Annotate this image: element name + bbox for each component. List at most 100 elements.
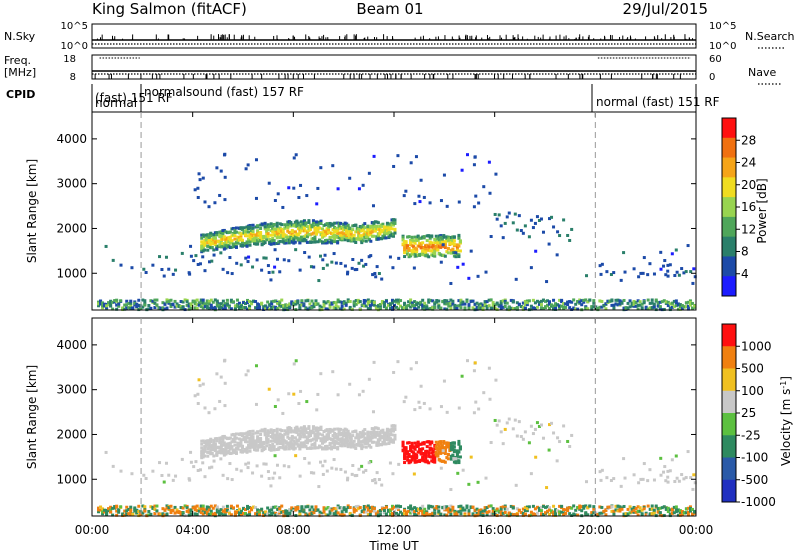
power-cell — [416, 253, 420, 257]
power-cell — [209, 234, 213, 238]
power-cell — [626, 306, 630, 310]
velocity-cell — [309, 471, 313, 475]
power-cell — [115, 303, 119, 307]
power-cell — [259, 223, 263, 227]
power-cell — [384, 227, 388, 231]
velocity-cell — [465, 505, 469, 509]
velocity-cell — [240, 449, 244, 453]
power-cell — [302, 235, 306, 239]
velocity-cell — [521, 511, 525, 515]
velocity-cell — [259, 444, 263, 448]
velocity-cell — [221, 509, 225, 513]
velocity-cell — [370, 427, 374, 431]
power-cell — [327, 226, 331, 230]
power-cell — [349, 229, 353, 233]
velocity-cell — [680, 510, 684, 514]
velocity-cell — [384, 437, 388, 441]
velocity-cell — [489, 512, 493, 516]
power-cell — [200, 240, 204, 244]
power-cell — [204, 238, 208, 242]
velocity-cell — [113, 505, 117, 509]
power-cell — [691, 281, 695, 285]
velocity-cell — [203, 475, 207, 479]
velocity-cell — [212, 454, 216, 458]
power-cell — [514, 277, 518, 281]
noise-panel: N.Sky N.Search 10^5 10^0 10^5 10^0 — [4, 21, 795, 52]
power-cell — [358, 229, 362, 233]
velocity-cell — [250, 508, 254, 512]
power-cell — [332, 252, 336, 256]
power-cell — [320, 305, 324, 309]
velocity-cell — [452, 445, 456, 449]
velocity-cell — [371, 410, 375, 414]
velocity-cell — [364, 437, 368, 441]
velocity-cell — [339, 467, 343, 471]
power-cell — [298, 229, 302, 233]
power-cell — [503, 304, 507, 308]
velocity-cell — [290, 429, 294, 433]
velocity-cell — [382, 433, 386, 437]
power-cell — [253, 235, 257, 239]
power-cell — [307, 220, 311, 224]
power-cell — [388, 255, 392, 259]
velocity-cell — [196, 401, 200, 405]
velocity-cell — [236, 444, 240, 448]
power-cell — [360, 234, 364, 238]
power-cell — [390, 227, 394, 231]
velocity-cell — [242, 436, 246, 440]
velocity-cell — [340, 512, 344, 516]
velocity-cell — [289, 440, 293, 444]
power-cell — [222, 242, 226, 246]
power-cell — [390, 234, 394, 238]
power-cell — [484, 270, 488, 274]
power-cell — [608, 299, 612, 303]
velocity-cell — [369, 437, 373, 441]
velocity-cell — [283, 432, 287, 436]
velocity-cell — [334, 432, 338, 436]
velocity-cell — [155, 504, 159, 508]
power-cell — [410, 244, 414, 248]
velocity-cell — [169, 511, 173, 515]
power-cell — [372, 154, 376, 158]
power-cell — [675, 270, 679, 274]
velocity-cell — [262, 428, 266, 432]
velocity-cell — [360, 435, 364, 439]
velocity-cell — [652, 478, 656, 482]
velocity-cell — [185, 509, 189, 513]
velocity-cell — [407, 461, 411, 465]
velocity-cell — [351, 434, 355, 438]
power-cell — [346, 239, 350, 243]
power-cell — [316, 230, 320, 234]
power-cell — [555, 253, 559, 257]
power-cell — [445, 302, 449, 306]
power-cell — [485, 300, 489, 304]
power-cell — [225, 231, 229, 235]
power-cell — [333, 233, 337, 237]
velocity-cell — [439, 466, 443, 470]
power-cell — [439, 253, 443, 257]
velocity-cell — [275, 432, 279, 436]
velocity-cell — [260, 507, 264, 511]
power-cell — [244, 167, 248, 171]
velocity-cell — [424, 453, 428, 457]
power-cell — [690, 301, 694, 305]
power-cell — [376, 221, 380, 225]
power-cell — [256, 224, 260, 228]
velocity-cell — [226, 477, 230, 481]
power-cell — [397, 307, 401, 311]
velocity-cell — [247, 443, 251, 447]
power-cell — [334, 229, 338, 233]
power-cell — [358, 234, 362, 238]
power-cell — [465, 153, 469, 157]
velocity-cell — [302, 510, 306, 514]
power-cell — [259, 230, 263, 234]
power-cell — [204, 233, 208, 237]
velocity-cell — [390, 504, 394, 508]
power-cell — [467, 303, 471, 307]
velocity-cell — [240, 444, 244, 448]
power-cell — [664, 300, 668, 304]
power-cell — [333, 237, 337, 241]
power-cell — [272, 305, 276, 309]
power-cell — [673, 274, 677, 278]
power-cell — [281, 237, 285, 241]
